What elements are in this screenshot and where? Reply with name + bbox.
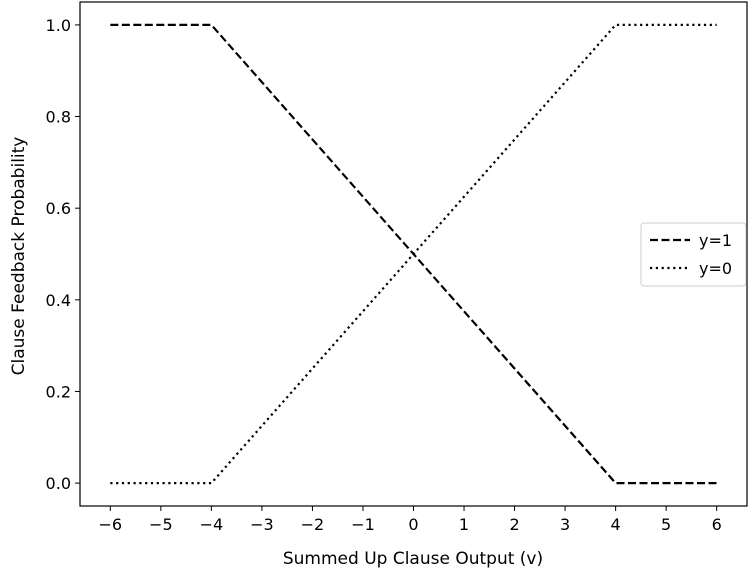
series-layer: [110, 25, 716, 483]
y-axis-label: Clause Feedback Probability: [9, 137, 29, 376]
y-tick-label: 0.0: [46, 474, 71, 493]
y-tick-label: 0.8: [46, 108, 71, 127]
x-tick-label: 0: [408, 515, 418, 534]
x-tick-label: 1: [459, 515, 469, 534]
x-tick-label: 5: [661, 515, 671, 534]
x-tick-label: −4: [200, 515, 224, 534]
x-tick-label: −1: [351, 515, 375, 534]
legend-label-y0: y=0: [699, 259, 732, 278]
x-tick-label: −6: [99, 515, 123, 534]
y-tick-label: 1.0: [46, 16, 71, 35]
y-axis-ticks: 0.0 0.2 0.4 0.6 0.8 1.0: [46, 16, 80, 493]
x-tick-label: −5: [149, 515, 173, 534]
x-axis-ticks: −6 −5 −4 −3 −2 −1 0 1 2 3 4 5 6: [99, 506, 722, 534]
legend-label-y1: y=1: [699, 231, 732, 250]
legend: y=1 y=0: [641, 223, 746, 286]
x-tick-label: 6: [712, 515, 722, 534]
y-tick-label: 0.4: [46, 291, 71, 310]
x-tick-label: 2: [509, 515, 519, 534]
series-line-y0: [110, 25, 716, 483]
x-tick-label: −3: [250, 515, 274, 534]
y-tick-label: 0.2: [46, 382, 71, 401]
y-tick-label: 0.6: [46, 199, 71, 218]
x-axis-label: Summed Up Clause Output (v): [283, 549, 543, 569]
x-tick-label: −2: [301, 515, 325, 534]
x-tick-label: 4: [611, 515, 621, 534]
x-tick-label: 3: [560, 515, 570, 534]
